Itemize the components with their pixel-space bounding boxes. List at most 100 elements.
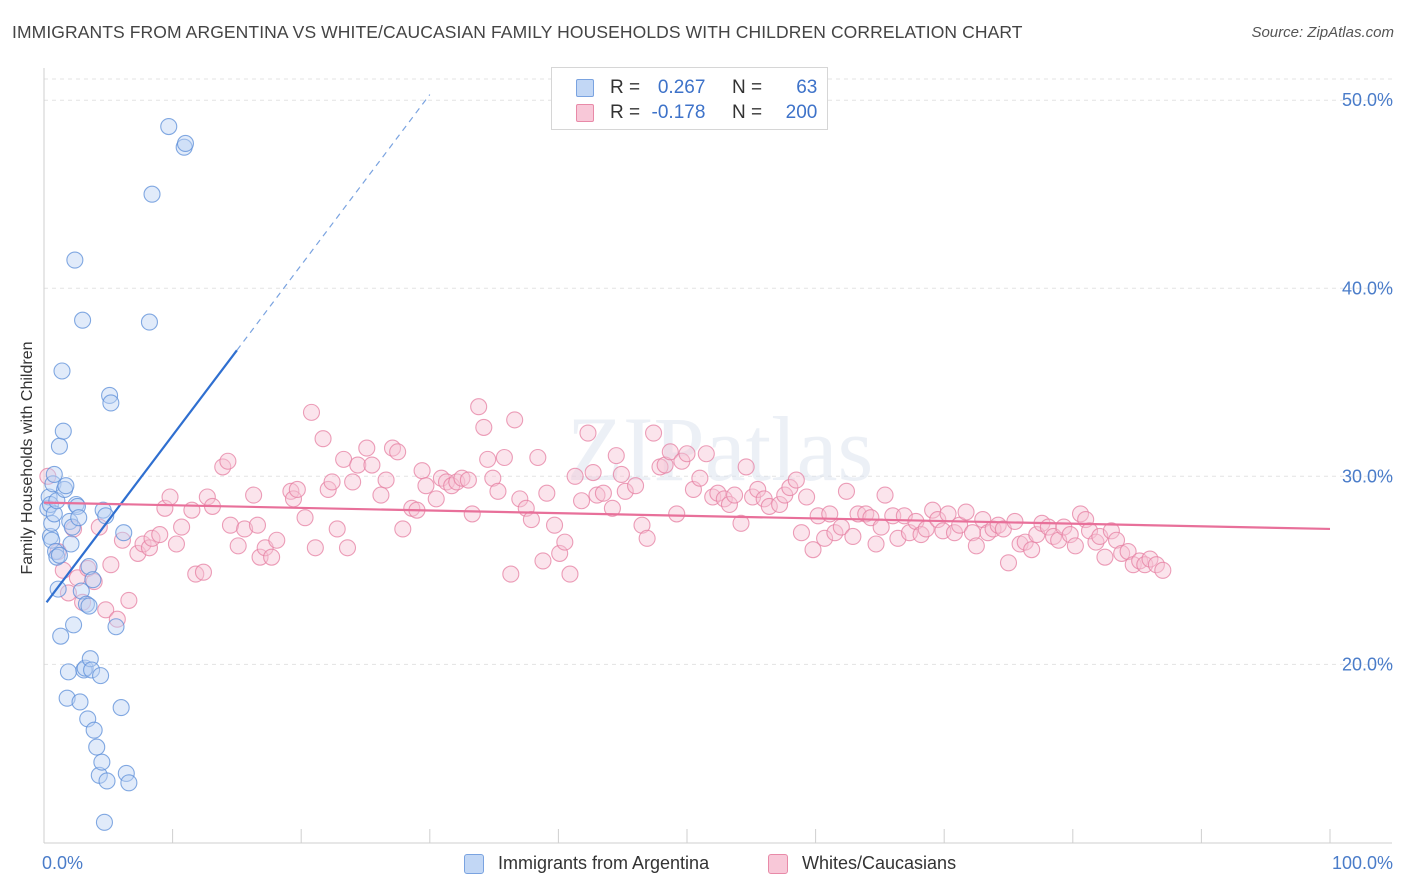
data-point — [479, 450, 497, 468]
series-whites-caucasians — [39, 398, 1172, 628]
data-point — [453, 469, 471, 487]
y-tick-label: 50.0% — [1342, 90, 1393, 110]
data-point — [50, 437, 68, 455]
legend-swatch-pink — [768, 854, 788, 874]
data-point — [661, 443, 679, 461]
data-point — [245, 486, 263, 504]
data-point — [296, 509, 314, 527]
data-point — [1023, 541, 1041, 559]
legend-swatch-pink — [576, 104, 594, 122]
data-point — [53, 362, 71, 380]
data-point — [194, 563, 213, 581]
n-value: 63 — [796, 77, 818, 98]
data-point — [229, 537, 247, 555]
data-point — [120, 774, 138, 792]
data-point — [459, 471, 477, 489]
data-point — [760, 497, 778, 515]
data-point — [167, 535, 186, 553]
data-point — [268, 531, 286, 549]
data-point — [59, 663, 77, 681]
data-point — [62, 535, 80, 553]
data-point — [668, 505, 686, 523]
data-point — [107, 618, 125, 636]
data-point — [561, 565, 579, 583]
data-point — [999, 554, 1018, 572]
data-point — [344, 473, 362, 491]
watermark: ZIPatlas — [567, 398, 874, 500]
data-point — [363, 456, 381, 474]
stats-legend: R = 0.267 N = 63 R = -0.178 N = 200 — [551, 67, 828, 130]
data-point — [584, 463, 602, 482]
data-point — [929, 511, 947, 529]
data-point — [263, 548, 281, 566]
series-legend: Immigrants from Argentina Whites/Caucasi… — [0, 852, 1406, 878]
data-point — [288, 480, 306, 499]
data-point — [579, 424, 597, 442]
data-point — [57, 477, 75, 495]
data-point — [120, 591, 138, 609]
axes — [43, 68, 1392, 844]
data-point — [112, 699, 130, 717]
data-point — [709, 484, 727, 502]
data-point — [957, 503, 975, 521]
data-point — [844, 527, 862, 546]
data-point — [484, 469, 502, 487]
data-point — [85, 721, 103, 739]
stats-text: R = -0.178 N = 200 — [610, 102, 817, 124]
data-point — [798, 488, 816, 506]
data-point — [394, 520, 412, 538]
data-point — [88, 738, 106, 756]
data-point — [572, 492, 591, 510]
data-point — [506, 411, 524, 429]
data-point — [95, 813, 113, 831]
data-point — [219, 452, 237, 470]
data-point — [963, 524, 982, 542]
data-point — [173, 518, 191, 536]
data-point — [92, 667, 110, 685]
data-point — [1102, 522, 1120, 540]
data-point — [43, 531, 61, 549]
data-point — [251, 548, 269, 566]
n-value: 200 — [785, 102, 818, 123]
data-point — [143, 185, 161, 203]
data-point — [97, 601, 115, 619]
data-point — [372, 486, 390, 504]
data-point — [495, 448, 513, 467]
data-point — [76, 659, 94, 677]
data-point — [1096, 548, 1114, 566]
data-point — [867, 535, 885, 553]
data-point — [140, 313, 159, 331]
data-point — [151, 526, 169, 544]
data-point — [1141, 550, 1159, 568]
data-point — [678, 445, 696, 463]
data-point — [80, 558, 98, 576]
source-credit: Source: ZipAtlas.com — [1251, 24, 1394, 41]
legend-label: Immigrants from Argentina — [498, 853, 710, 873]
trend-lines — [43, 94, 1331, 603]
trend-line-argentina-extension — [236, 94, 431, 351]
trend-line-whites — [43, 501, 1331, 531]
data-point — [48, 548, 66, 566]
data-point — [45, 465, 63, 483]
legend-label: Whites/Caucasians — [802, 853, 957, 873]
y-tick-label: 20.0% — [1342, 654, 1393, 674]
data-point — [511, 490, 529, 508]
data-point — [737, 458, 755, 476]
data-point — [52, 627, 70, 645]
data-point — [726, 486, 744, 504]
data-point — [545, 516, 564, 534]
data-point — [645, 424, 663, 442]
data-point — [1107, 531, 1126, 549]
x-tick-label: 100.0% — [1332, 853, 1393, 873]
data-point — [72, 582, 90, 600]
data-point — [413, 462, 431, 480]
data-point — [302, 403, 321, 421]
data-point — [66, 251, 84, 269]
data-point — [787, 471, 805, 489]
tick-labels: 20.0% 30.0% 40.0% 50.0% 0.0% 100.0% — [42, 90, 1393, 873]
data-point — [502, 565, 520, 583]
data-point — [816, 529, 834, 547]
data-point — [826, 524, 844, 542]
data-point — [93, 753, 111, 771]
